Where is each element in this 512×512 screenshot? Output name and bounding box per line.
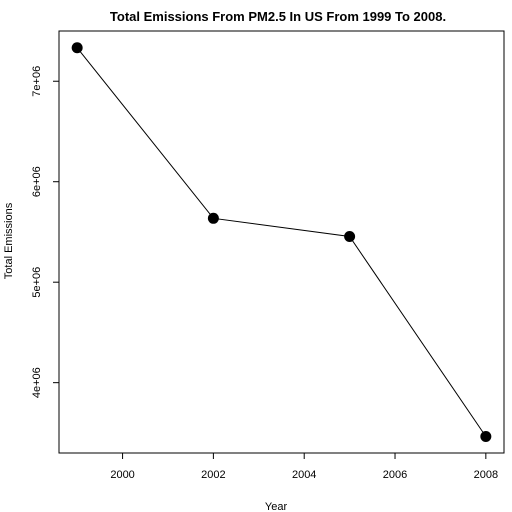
x-tick-label: 2006 <box>383 469 407 481</box>
y-tick-label: 6e+06 <box>31 166 43 197</box>
series-line <box>76 47 487 437</box>
data-point-2005 <box>344 231 356 243</box>
y-axis: 4e+06 5e+06 6e+06 7e+06 <box>31 66 59 398</box>
x-tick-label: 2002 <box>201 469 225 481</box>
y-axis-label: Total Emissions <box>3 202 15 279</box>
chart-title: Total Emissions From PM2.5 In US From 19… <box>110 9 446 24</box>
x-tick-label: 2008 <box>474 469 498 481</box>
data-point-2008 <box>480 431 492 443</box>
plot-frame <box>58 30 505 454</box>
x-tick-label: 2004 <box>292 469 316 481</box>
y-tick-label: 4e+06 <box>31 367 43 398</box>
x-axis: 2000 2002 2004 2006 2008 <box>110 453 498 481</box>
y-tick-label: 5e+06 <box>31 267 43 298</box>
data-point-2002 <box>207 212 219 224</box>
x-tick-label: 2000 <box>110 469 134 481</box>
data-point-1999 <box>71 42 83 54</box>
y-tick-label: 7e+06 <box>31 66 43 97</box>
x-axis-label: Year <box>265 501 288 512</box>
series-layer <box>71 42 492 443</box>
